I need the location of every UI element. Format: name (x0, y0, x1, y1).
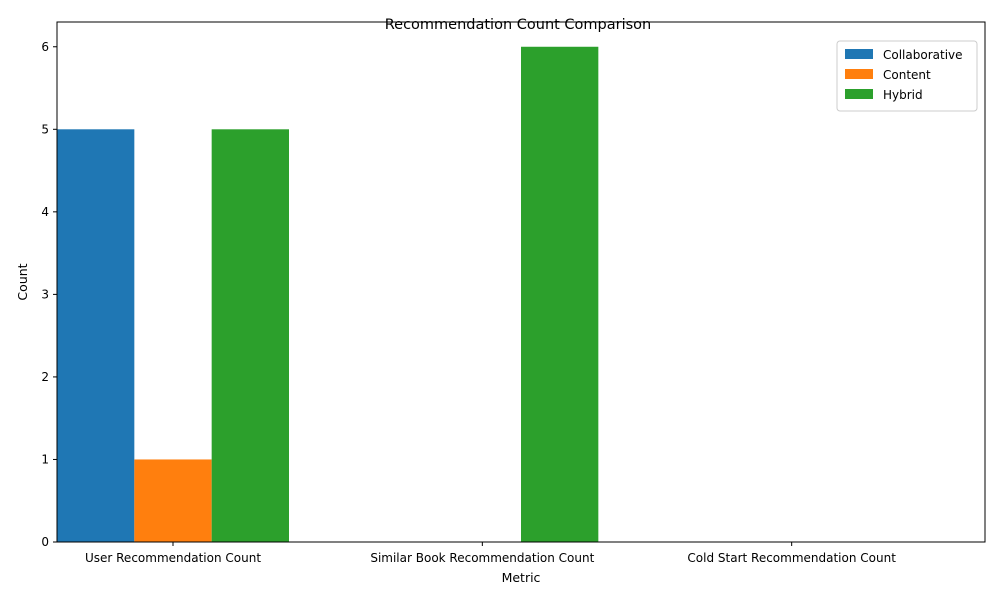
y-tick-label: 4 (41, 205, 49, 219)
x-axis-ticks: User Recommendation Count Similar Book Re… (85, 542, 896, 565)
bar-collaborative-0 (57, 129, 135, 543)
x-tick-label: Cold Start Recommendation Count (687, 551, 896, 565)
y-tick-label: 0 (41, 535, 49, 549)
y-tick-label: 1 (41, 452, 49, 466)
x-axis-label: Metric (502, 570, 541, 585)
legend-label-hybrid: Hybrid (883, 88, 923, 102)
legend-label-content: Content (883, 68, 931, 82)
bars-layer (57, 46, 599, 543)
x-tick-label: Similar Book Recommendation Count (370, 551, 594, 565)
y-tick-label: 6 (41, 40, 49, 54)
bar-hybrid-0 (211, 129, 289, 543)
legend-swatch-collaborative (845, 49, 873, 59)
y-tick-label: 3 (41, 287, 49, 301)
legend-swatch-hybrid (845, 89, 873, 99)
y-axis-ticks: 0 1 2 3 4 5 6 (41, 40, 57, 549)
chart-title: Recommendation Count Comparison (385, 17, 652, 33)
legend-label-collaborative: Collaborative (883, 48, 963, 62)
bar-content-0 (134, 459, 212, 542)
y-axis-label: Count (15, 263, 30, 300)
plot-frame (56, 21, 986, 543)
bar-hybrid-1 (521, 46, 599, 543)
y-tick-label: 2 (41, 370, 49, 384)
x-tick-label: User Recommendation Count (85, 551, 261, 565)
legend-swatch-content (845, 69, 873, 79)
y-tick-label: 5 (41, 122, 49, 136)
legend: Collaborative Content Hybrid (836, 40, 978, 112)
